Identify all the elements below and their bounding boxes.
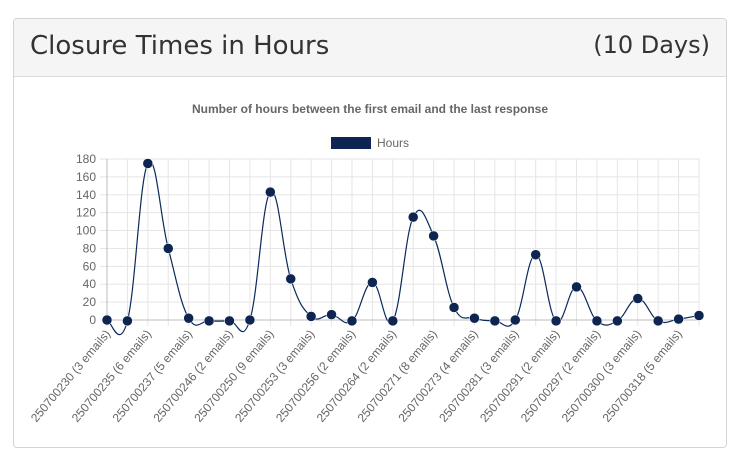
data-point-hours[interactable]: [346, 315, 358, 327]
y-tick-label: 80: [83, 241, 97, 255]
x-tick-label: 250700273 (4 emails): [395, 327, 480, 425]
x-tick-label: 250700291 (2 emails): [477, 327, 562, 425]
y-axis-ticks: 0 20 40 60 80 100 120 140 160 180: [76, 152, 96, 327]
data-point-hours[interactable]: [571, 281, 582, 293]
data-point-hours[interactable]: [224, 315, 235, 327]
legend-label-hours: Hours: [377, 136, 409, 150]
x-tick-label: 250700297 (2 emails): [518, 327, 603, 425]
data-point-hours[interactable]: [693, 310, 705, 321]
y-tick-label: 20: [83, 295, 97, 309]
y-tick-label: 160: [76, 170, 96, 184]
chart-legend[interactable]: Hours: [331, 136, 409, 150]
data-point-hours[interactable]: [530, 249, 541, 260]
x-tick-label: 250700250 (9 emails): [191, 327, 276, 425]
chart-title: Number of hours between the first email …: [192, 102, 548, 116]
x-tick-label: 250700281 (3 emails): [436, 327, 521, 425]
panel-title: Closure Times in Hours: [30, 31, 330, 61]
y-tick-label: 120: [76, 206, 96, 220]
data-point-hours[interactable]: [203, 315, 215, 327]
data-point-hours[interactable]: [428, 230, 439, 242]
data-point-hours[interactable]: [326, 309, 337, 320]
data-point-hours[interactable]: [265, 186, 276, 198]
grid-layer: [100, 158, 700, 326]
closure-times-panel: Closure Times in Hours (10 Days): [13, 18, 727, 448]
y-tick-label: 40: [83, 277, 97, 291]
x-tick-label: 250700271 (8 emails): [355, 327, 440, 425]
data-point-hours[interactable]: [407, 211, 419, 223]
data-point-hours[interactable]: [305, 311, 317, 322]
x-tick-label: 250700300 (3 emails): [559, 327, 644, 425]
data-point-hours[interactable]: [632, 293, 644, 304]
data-point-hours[interactable]: [142, 158, 154, 169]
x-tick-label: 250700246 (2 emails): [150, 327, 235, 425]
data-point-hours[interactable]: [448, 302, 460, 313]
data-point-hours[interactable]: [489, 315, 501, 327]
data-point-hours[interactable]: [183, 312, 194, 324]
x-tick-label: 250700237 (5 emails): [110, 327, 195, 425]
x-tick-label: 250700318 (5 emails): [600, 327, 685, 425]
data-point-hours[interactable]: [550, 315, 562, 327]
legend-swatch-hours: [331, 137, 371, 149]
y-tick-label: 0: [89, 313, 96, 327]
series-points-layer: [101, 158, 705, 327]
panel-days-range: (10 Days): [593, 31, 710, 59]
panel-heading: Closure Times in Hours (10 Days): [14, 19, 726, 77]
y-tick-label: 180: [76, 152, 96, 166]
x-tick-label: 250700253 (3 emails): [232, 327, 317, 425]
data-point-hours[interactable]: [673, 313, 684, 325]
data-point-hours[interactable]: [285, 273, 296, 285]
data-point-hours[interactable]: [122, 315, 133, 327]
x-tick-label: 250700264 (2 emails): [314, 327, 399, 425]
x-tick-label: 250700256 (2 emails): [273, 327, 358, 425]
data-point-hours[interactable]: [244, 314, 256, 326]
y-tick-label: 100: [76, 224, 96, 238]
x-tick-label: 250700235 (6 emails): [69, 327, 154, 425]
data-point-hours[interactable]: [652, 315, 664, 327]
data-point-hours[interactable]: [367, 277, 378, 288]
data-point-hours[interactable]: [591, 315, 603, 327]
data-point-hours[interactable]: [612, 315, 623, 327]
y-tick-label: 140: [76, 188, 96, 202]
x-tick-label: 250700230 (3 emails): [28, 327, 113, 425]
data-point-hours[interactable]: [469, 312, 480, 324]
data-point-hours[interactable]: [387, 315, 399, 327]
data-point-hours[interactable]: [510, 314, 521, 326]
y-tick-label: 60: [83, 259, 97, 273]
data-point-hours[interactable]: [162, 243, 174, 254]
data-point-hours[interactable]: [101, 314, 113, 326]
x-axis-ticks: 250700230 (3 emails)250700235 (6 emails)…: [28, 327, 685, 425]
